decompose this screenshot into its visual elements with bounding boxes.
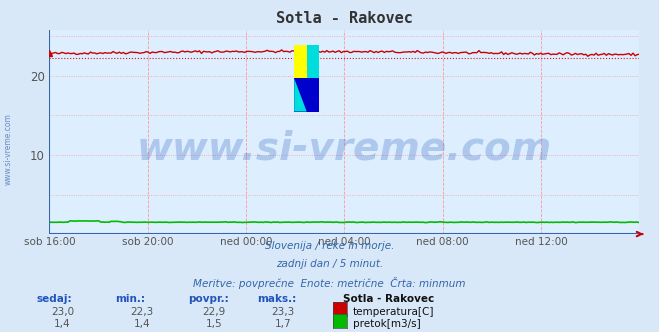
Text: zadnji dan / 5 minut.: zadnji dan / 5 minut. — [276, 259, 383, 269]
Text: 1,7: 1,7 — [275, 319, 292, 329]
Text: temperatura[C]: temperatura[C] — [353, 307, 434, 317]
Text: 23,3: 23,3 — [272, 307, 295, 317]
Text: 1,4: 1,4 — [54, 319, 71, 329]
Bar — [294, 78, 319, 112]
Text: maks.:: maks.: — [257, 294, 297, 304]
Text: Sotla - Rakovec: Sotla - Rakovec — [343, 294, 434, 304]
Text: 22,9: 22,9 — [202, 307, 226, 317]
Text: povpr.:: povpr.: — [188, 294, 229, 304]
Text: pretok[m3/s]: pretok[m3/s] — [353, 319, 420, 329]
Text: 22,3: 22,3 — [130, 307, 154, 317]
Text: Slovenija / reke in morje.: Slovenija / reke in morje. — [265, 241, 394, 251]
Title: Sotla - Rakovec: Sotla - Rakovec — [276, 11, 413, 26]
Polygon shape — [294, 78, 306, 112]
Text: www.si-vreme.com: www.si-vreme.com — [136, 129, 552, 167]
Text: sedaj:: sedaj: — [36, 294, 72, 304]
Bar — [306, 45, 319, 78]
Text: 1,4: 1,4 — [133, 319, 150, 329]
Text: 1,5: 1,5 — [206, 319, 223, 329]
Text: min.:: min.: — [115, 294, 146, 304]
Text: 23,0: 23,0 — [51, 307, 74, 317]
Bar — [294, 45, 306, 78]
Text: www.si-vreme.com: www.si-vreme.com — [3, 114, 13, 185]
Text: Meritve: povprečne  Enote: metrične  Črta: minmum: Meritve: povprečne Enote: metrične Črta:… — [193, 277, 466, 289]
